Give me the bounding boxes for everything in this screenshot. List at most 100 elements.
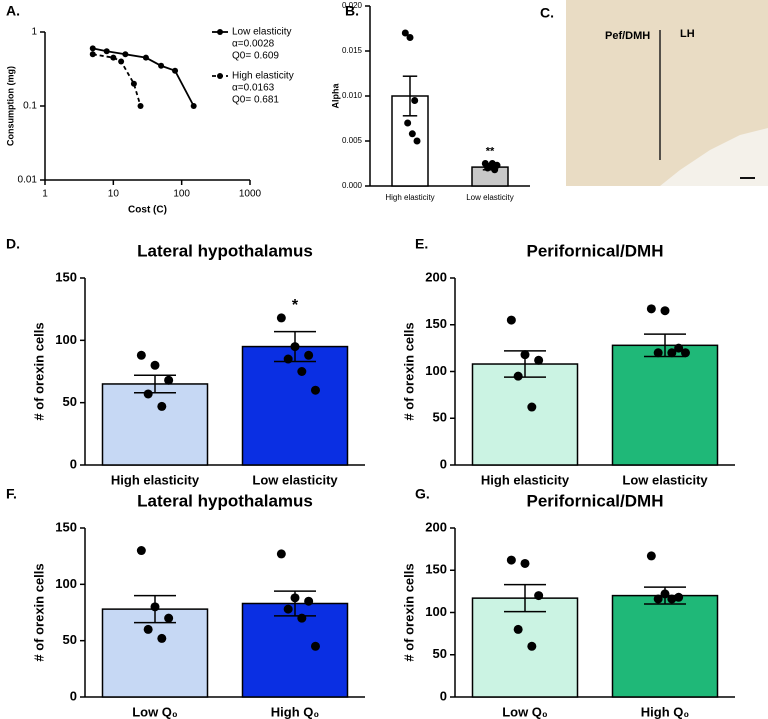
data-point xyxy=(164,613,174,623)
data-point xyxy=(660,589,670,599)
data-point xyxy=(110,54,117,61)
x-tick-label: Low elasticity xyxy=(252,472,338,487)
data-point xyxy=(520,558,530,568)
data-point xyxy=(506,315,516,325)
data-point xyxy=(150,602,160,612)
panel-label: A. xyxy=(6,3,20,19)
y-tick-label: 100 xyxy=(425,363,447,378)
data-point xyxy=(130,80,137,87)
bar xyxy=(101,383,209,466)
data-point xyxy=(164,375,174,385)
data-point xyxy=(680,348,690,358)
legend-label: High elasticity xyxy=(232,71,294,82)
y-tick-label: 50 xyxy=(433,410,447,425)
legend-label: Low elasticity xyxy=(232,27,291,38)
data-point xyxy=(484,164,492,172)
data-point xyxy=(136,546,146,556)
y-tick-label: 150 xyxy=(55,519,77,534)
chart-title: Lateral hypothalamus xyxy=(137,241,313,260)
y-tick-label: 150 xyxy=(425,316,447,331)
y-tick-label: 200 xyxy=(425,269,447,284)
x-tick-label: Low Q₀ xyxy=(132,704,178,719)
x-tick-label: 1 xyxy=(42,189,48,200)
x-tick-label: High Q₀ xyxy=(271,704,320,719)
y-tick-label: 100 xyxy=(55,576,77,591)
y-tick-label: 0.01 xyxy=(18,175,38,186)
panel-label: D. xyxy=(6,236,20,252)
data-point xyxy=(158,62,165,69)
data-point xyxy=(122,51,129,58)
panel-label: B. xyxy=(345,3,359,19)
bar xyxy=(611,594,719,698)
data-point xyxy=(190,103,197,109)
data-point xyxy=(310,641,320,651)
y-tick-label: 50 xyxy=(433,646,447,661)
legend-marker xyxy=(217,29,223,35)
x-tick-label: 100 xyxy=(173,189,190,200)
y-tick-label: 0 xyxy=(70,456,77,471)
y-tick-label: 100 xyxy=(55,332,77,347)
y-tick-label: 1 xyxy=(31,27,37,38)
y-tick-label: 50 xyxy=(63,394,77,409)
x-tick-label: Low Q₀ xyxy=(502,704,548,719)
x-tick-label: 10 xyxy=(108,189,120,200)
data-point xyxy=(290,593,300,603)
data-point xyxy=(283,354,293,364)
x-tick-label: High elasticity xyxy=(385,193,434,202)
data-point xyxy=(534,355,544,365)
x-tick-label: Low elasticity xyxy=(622,472,708,487)
y-tick-label: 0.000 xyxy=(342,181,363,190)
data-point xyxy=(667,594,677,604)
chart-title: Perifornical/DMH xyxy=(527,241,664,260)
y-tick-label: 200 xyxy=(425,519,447,534)
annotation: ** xyxy=(486,145,495,157)
chart-title: Lateral hypothalamus xyxy=(137,491,313,510)
y-axis-label: Alpha xyxy=(330,83,340,109)
data-point xyxy=(653,594,663,604)
legend-note: Q0= 0.681 xyxy=(232,95,279,106)
data-point xyxy=(527,402,537,412)
data-point xyxy=(103,48,110,55)
chart-title: Perifornical/DMH xyxy=(527,491,664,510)
y-tick-label: 100 xyxy=(425,604,447,619)
bar xyxy=(241,602,349,698)
data-point xyxy=(413,137,421,145)
x-tick-label: Low elasticity xyxy=(466,193,514,202)
data-point xyxy=(150,360,160,370)
y-tick-label: 0.1 xyxy=(23,101,37,112)
data-point xyxy=(493,161,501,169)
data-point xyxy=(406,34,414,41)
legend-note: Q0= 0.609 xyxy=(232,51,279,62)
y-tick-label: 150 xyxy=(425,562,447,577)
y-axis-label: # of orexin cells xyxy=(31,563,46,661)
data-point xyxy=(89,51,96,58)
panel-label: C. xyxy=(540,5,554,21)
data-point xyxy=(534,591,544,601)
x-tick-label: 1000 xyxy=(239,189,262,200)
bar xyxy=(471,363,579,466)
data-point xyxy=(310,385,320,395)
data-point xyxy=(136,350,146,360)
data-point xyxy=(297,367,307,376)
data-point xyxy=(118,58,125,65)
panel-label: G. xyxy=(415,486,430,502)
bar xyxy=(101,608,209,698)
data-point xyxy=(527,641,537,651)
panel-label: E. xyxy=(415,236,428,252)
data-point xyxy=(157,401,167,411)
data-point xyxy=(290,342,300,352)
x-tick-label: High Q₀ xyxy=(641,704,690,719)
data-point xyxy=(408,130,416,138)
bar xyxy=(611,344,719,466)
data-point xyxy=(674,343,684,353)
data-point xyxy=(646,304,656,314)
legend-note: α=0.0028 xyxy=(232,39,275,50)
legend-marker xyxy=(217,73,223,79)
data-point xyxy=(89,45,96,52)
data-point xyxy=(142,54,149,61)
region-label: Pef/DMH xyxy=(605,30,650,42)
data-point xyxy=(513,624,523,634)
bar xyxy=(241,345,349,466)
y-axis-label: # of orexin cells xyxy=(31,322,46,420)
data-point xyxy=(143,624,153,634)
